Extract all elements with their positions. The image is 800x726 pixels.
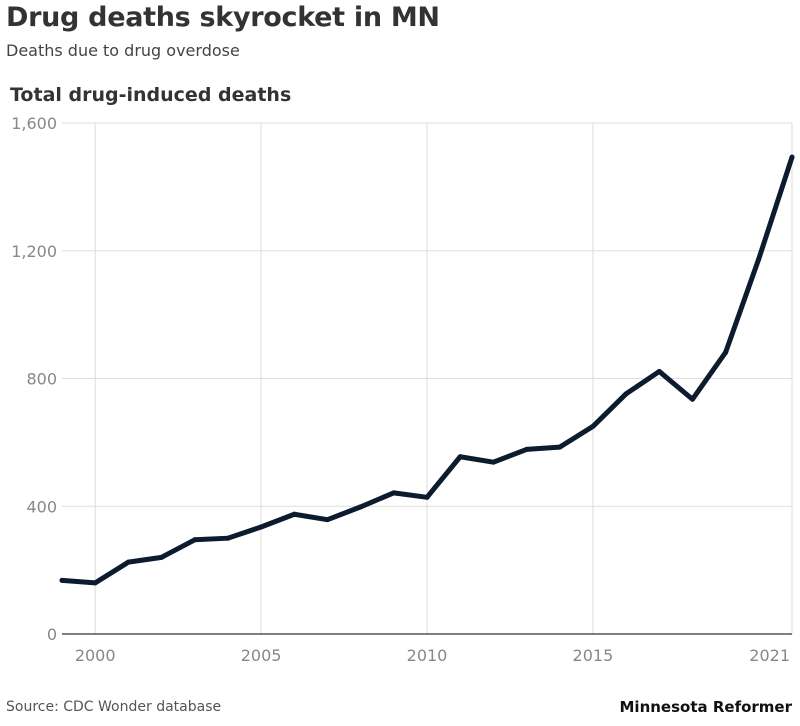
data-point-2015 [590, 423, 596, 429]
data-point-2002 [159, 554, 165, 560]
y-tick-label-800: 800 [26, 370, 57, 389]
source-note: Source: CDC Wonder database [6, 699, 222, 715]
x-tick-label-2021: 2021 [749, 646, 790, 665]
data-point-2021 [789, 154, 795, 160]
y-tick-label-1600: 1,600 [11, 114, 57, 133]
x-tick-label-2010: 2010 [407, 646, 448, 665]
data-point-2003 [192, 537, 198, 543]
data-point-2010 [424, 494, 430, 500]
data-point-2017 [656, 368, 662, 374]
x-tick-label-2015: 2015 [573, 646, 614, 665]
data-point-2020 [756, 256, 762, 262]
y-tick-label-400: 400 [26, 497, 57, 516]
y-tick-label-0: 0 [47, 625, 57, 644]
y-axis-tick-labels: 0 400 800 1,200 1,600 [11, 114, 57, 644]
data-point-2009 [391, 490, 397, 496]
page-subtitle: Deaths due to drug overdose [6, 41, 240, 60]
data-point-2005 [258, 524, 264, 530]
data-point-2019 [723, 349, 729, 355]
x-axis-tick-labels: 2000 2005 2010 2015 2021 [75, 646, 790, 665]
publisher-logo-text: Minnesota Reformer [619, 698, 793, 716]
x-tick-label-2005: 2005 [241, 646, 282, 665]
data-point-2008 [358, 504, 364, 510]
data-point-2018 [689, 396, 695, 402]
data-point-2011 [457, 454, 463, 460]
chart-title: Total drug-induced deaths [10, 84, 292, 106]
data-point-2006 [291, 511, 297, 517]
series-layer [59, 154, 795, 586]
data-point-2000 [92, 580, 98, 586]
data-point-2004 [225, 535, 231, 541]
page-title: Drug deaths skyrocket in MN [6, 2, 440, 33]
data-point-2001 [125, 559, 131, 565]
data-point-2012 [490, 459, 496, 465]
x-tick-label-2000: 2000 [75, 646, 116, 665]
data-point-2016 [623, 391, 629, 397]
data-point-2014 [557, 444, 563, 450]
y-tick-label-1200: 1,200 [11, 242, 57, 261]
data-point-2013 [524, 446, 530, 452]
grid-lines [62, 122, 793, 634]
data-point-2007 [324, 517, 330, 523]
data-point-1999 [59, 577, 65, 583]
